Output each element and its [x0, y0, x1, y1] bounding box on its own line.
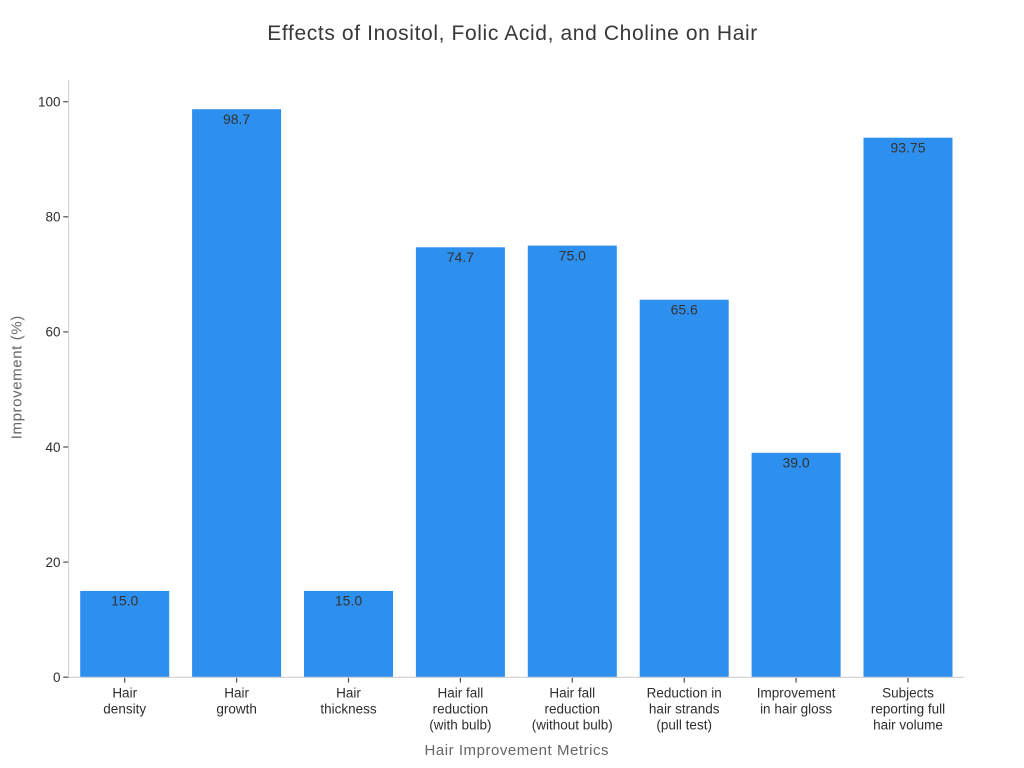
svg-text:98.7: 98.7 [223, 111, 250, 127]
svg-text:93.75: 93.75 [890, 140, 925, 156]
svg-text:74.7: 74.7 [447, 249, 474, 265]
svg-text:Effects of Inositol, Folic Aci: Effects of Inositol, Folic Acid, and Cho… [267, 22, 757, 45]
svg-text:15.0: 15.0 [111, 593, 138, 609]
svg-text:Improvement (%): Improvement (%) [9, 316, 26, 440]
svg-text:Hair Improvement Metrics: Hair Improvement Metrics [425, 742, 609, 759]
svg-text:39.0: 39.0 [782, 455, 809, 471]
svg-text:0: 0 [53, 670, 61, 685]
svg-text:80: 80 [45, 210, 60, 225]
svg-text:15.0: 15.0 [335, 593, 362, 609]
svg-text:20: 20 [45, 555, 60, 570]
svg-text:40: 40 [45, 440, 60, 455]
svg-text:60: 60 [45, 325, 60, 340]
svg-text:65.6: 65.6 [671, 302, 698, 318]
svg-text:100: 100 [38, 95, 61, 110]
svg-text:75.0: 75.0 [559, 247, 586, 263]
